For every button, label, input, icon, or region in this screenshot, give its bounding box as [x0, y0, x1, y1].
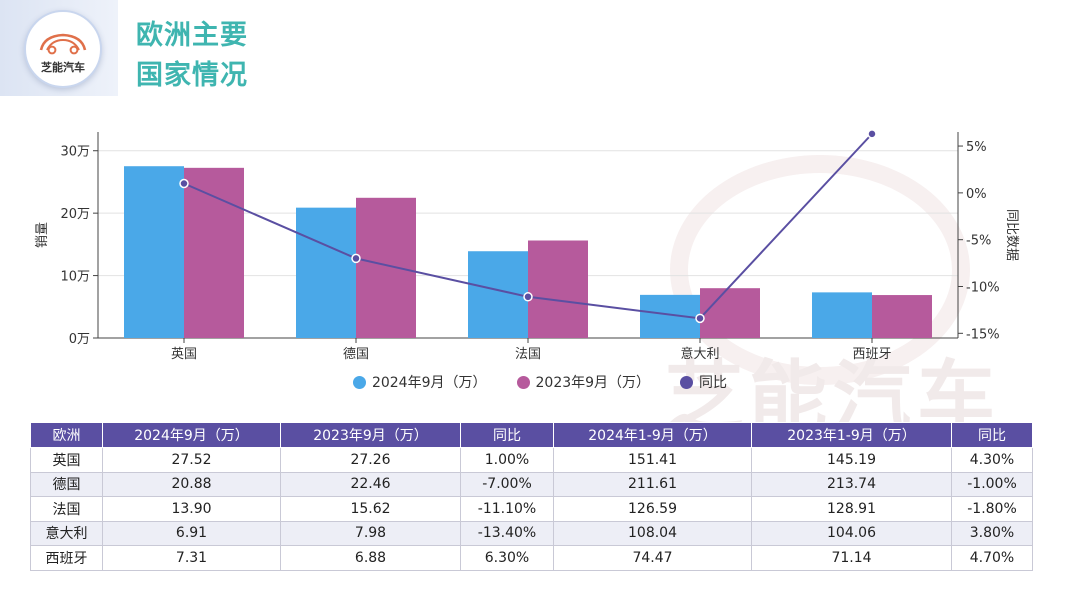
table-cell: 7.31 [102, 545, 281, 571]
table-row: 西班牙 7.31 6.88 6.30% 74.47 71.14 4.70% [30, 545, 1033, 571]
y-left-axis-title: 销量 [35, 222, 50, 248]
table-cell: 3.80% [951, 520, 1033, 546]
legend-item-2023: 2023年9月（万） [516, 370, 651, 394]
bar-2023 [872, 295, 932, 338]
table-cell: 4.70% [951, 545, 1033, 571]
yoy-point [179, 178, 189, 189]
table-cell: 13.90 [102, 496, 281, 522]
y-right-axis-title: 同比数据 [1004, 209, 1019, 261]
legend-marker-yoy [680, 375, 694, 389]
table-cell: 1.00% [460, 447, 554, 473]
table-cell: 法国 [30, 496, 103, 522]
y-right-tick-label: 5% [966, 140, 987, 155]
table-cell: -13.40% [460, 520, 554, 546]
legend-marker-2023 [516, 375, 530, 389]
y-right-tick-label: -15% [966, 327, 1000, 342]
data-table: 欧洲 2024年9月（万） 2023年9月（万） 同比 2024年1-9月（万） 2023… [30, 422, 1033, 571]
y-left-tick-label: 10万 [60, 270, 90, 285]
page-title-line2: 国家情况 [136, 60, 248, 91]
chart-legend: 2024年9月（万） 2023年9月（万） 同比 [0, 370, 1080, 394]
table-body: 英国 27.52 27.26 1.00% 151.41 145.19 4.30% 德国 20.8… [30, 447, 1033, 571]
table-cell: 211.61 [553, 471, 752, 497]
y-left-tick-label: 30万 [60, 145, 90, 160]
table-header-cell: 同比 [951, 422, 1033, 448]
bar-2024 [812, 292, 872, 338]
table-cell: 6.30% [460, 545, 554, 571]
table-header-cell: 欧洲 [30, 422, 103, 448]
legend-marker-2024 [352, 375, 366, 389]
table-cell: 6.91 [102, 520, 281, 546]
yoy-point [867, 129, 877, 139]
bar-2023 [528, 240, 588, 338]
table-header-cell: 2024年9月（万） [102, 422, 281, 448]
table-row: 意大利 6.91 7.98 -13.40% 108.04 104.06 3.80% [30, 520, 1033, 546]
table-cell: 145.19 [751, 447, 952, 473]
table-cell: 4.30% [951, 447, 1033, 473]
table-header-cell: 2023年1-9月（万） [751, 422, 952, 448]
yoy-point [695, 313, 705, 324]
table-cell: 27.26 [280, 447, 461, 473]
table-cell: 德国 [30, 471, 103, 497]
table-row: 法国 13.90 15.62 -11.10% 126.59 128.91 -1.80% [30, 496, 1033, 522]
yoy-point [351, 253, 361, 264]
bar-2023 [356, 197, 416, 338]
y-right-tick-label: -10% [966, 281, 1000, 296]
table-cell: -1.00% [951, 471, 1033, 497]
table-header-cell: 2024年1-9月（万） [553, 422, 752, 448]
x-tick-label: 英国 [171, 347, 197, 362]
x-tick-label: 法国 [515, 347, 541, 362]
logo-text: 芝能汽车 [41, 61, 85, 74]
table-cell: -11.10% [460, 496, 554, 522]
legend-label-2023: 2023年9月（万） [535, 375, 651, 391]
table-header-cell: 2023年9月（万） [280, 422, 461, 448]
table-cell: 意大利 [30, 520, 103, 546]
y-right-tick-label: 0% [966, 187, 987, 202]
table-cell: 128.91 [751, 496, 952, 522]
car-logo-icon [39, 33, 87, 55]
table-row: 德国 20.88 22.46 -7.00% 211.61 213.74 -1.00% [30, 471, 1033, 497]
table-cell: 151.41 [553, 447, 752, 473]
table-cell: 20.88 [102, 471, 281, 497]
bar-2024 [124, 166, 184, 338]
table-header-cell: 同比 [460, 422, 554, 448]
table-row: 英国 27.52 27.26 1.00% 151.41 145.19 4.30% [30, 447, 1033, 473]
x-tick-label: 意大利 [680, 346, 719, 362]
table-cell: 15.62 [280, 496, 461, 522]
x-tick-label: 西班牙 [852, 347, 891, 362]
bar-2024 [296, 207, 356, 338]
yoy-point [523, 292, 533, 302]
table-header-row: 欧洲 2024年9月（万） 2023年9月（万） 同比 2024年1-9月（万） 2023… [30, 422, 1033, 448]
table-cell: 27.52 [102, 447, 281, 473]
table-cell: 71.14 [751, 545, 952, 571]
legend-label-yoy: 同比 [699, 375, 728, 391]
table-cell: -7.00% [460, 471, 554, 497]
bar-2023 [700, 288, 760, 338]
legend-item-yoy: 同比 [680, 370, 727, 394]
table-cell: -1.80% [951, 496, 1033, 522]
bar-2023 [184, 167, 244, 338]
table-cell: 104.06 [751, 520, 952, 546]
legend-label-2024: 2024年9月（万） [371, 375, 487, 391]
table-cell: 74.47 [553, 545, 752, 571]
y-left-tick-label: 0万 [69, 332, 90, 347]
brand-logo: 芝能汽车 [24, 10, 102, 88]
table-cell: 7.98 [280, 520, 461, 546]
table-cell: 22.46 [280, 471, 461, 497]
y-right-tick-label: -5% [966, 234, 991, 249]
table-cell: 108.04 [553, 520, 752, 546]
x-tick-label: 德国 [343, 347, 369, 362]
table-cell: 213.74 [751, 471, 952, 497]
table-cell: 西班牙 [30, 545, 103, 571]
table-cell: 英国 [30, 447, 103, 473]
table-cell: 6.88 [280, 545, 461, 571]
y-left-tick-label: 20万 [60, 207, 90, 222]
legend-item-2024: 2024年9月（万） [352, 370, 487, 394]
page-title-line1: 欧洲主要 [136, 20, 248, 51]
table-cell: 126.59 [553, 496, 752, 522]
